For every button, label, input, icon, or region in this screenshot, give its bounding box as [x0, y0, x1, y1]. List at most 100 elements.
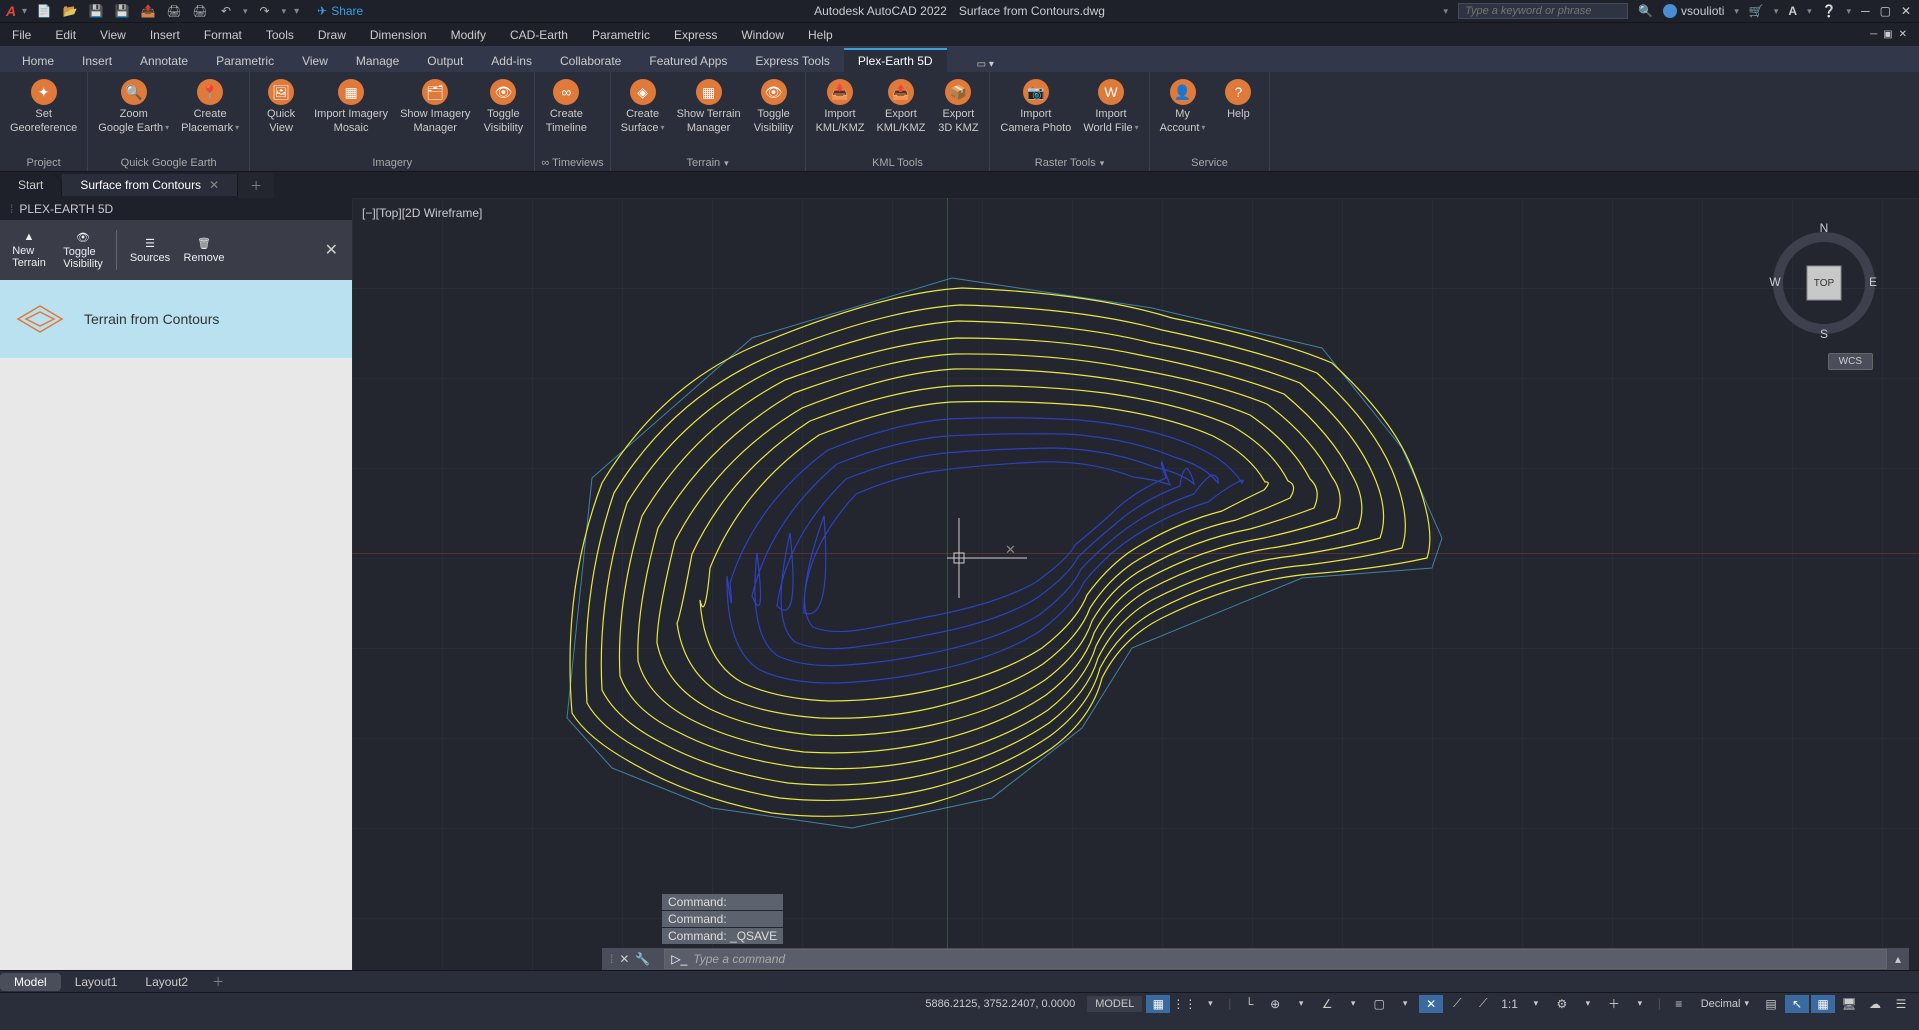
ribbon-button[interactable]: 👁Toggle Visibility	[749, 76, 799, 155]
maximize-button[interactable]: ▢	[1880, 4, 1891, 18]
viewcube[interactable]: TOP N S W E	[1769, 218, 1879, 368]
drawing-canvas[interactable]: [−][Top][2D Wireframe]	[352, 198, 1919, 970]
menu-file[interactable]: File	[12, 28, 31, 42]
grip-icon[interactable]: ⁞	[610, 952, 613, 966]
monitor-icon[interactable]: 🖥	[1837, 995, 1861, 1013]
ribbon-button[interactable]: ◈Create Surface	[617, 76, 669, 155]
chevron-down-icon[interactable]: ▾	[1341, 995, 1365, 1013]
menu-view[interactable]: View	[100, 28, 126, 42]
cmd-dropdown[interactable]: ▴	[1887, 952, 1909, 966]
dyn-icon[interactable]: ⟋	[1471, 995, 1495, 1013]
units-dropdown[interactable]: Decimal ▾	[1693, 998, 1757, 1010]
polar-icon[interactable]: ⊕	[1263, 995, 1287, 1013]
menu-draw[interactable]: Draw	[318, 28, 346, 42]
terrain-item[interactable]: Terrain from Contours	[0, 280, 352, 358]
cart-icon[interactable]: 🛒	[1749, 4, 1764, 18]
menu-icon[interactable]: ☰	[1889, 995, 1913, 1013]
grid-icon[interactable]: ▦	[1146, 995, 1170, 1013]
new-file-tab[interactable]: ＋	[238, 173, 274, 198]
tab-express[interactable]: Express Tools	[741, 50, 843, 72]
tab-manage[interactable]: Manage	[342, 50, 413, 72]
viewport-label[interactable]: [−][Top][2D Wireframe]	[362, 206, 482, 220]
layout-tab-1[interactable]: Layout1	[61, 973, 132, 991]
help-icon[interactable]: ❔	[1822, 4, 1837, 18]
plus-icon[interactable]: ＋	[1602, 995, 1626, 1013]
layout-tab-model[interactable]: Model	[0, 973, 61, 991]
print2-icon[interactable]: 🖨	[191, 2, 209, 20]
chevron-down-icon[interactable]: ▾	[1393, 995, 1417, 1013]
file-tab-start[interactable]: Start	[0, 174, 62, 196]
search-icon[interactable]: 🔍	[1638, 4, 1653, 18]
sources-button[interactable]: ☰ Sources	[129, 237, 171, 264]
close-button[interactable]: ✕	[1901, 4, 1911, 18]
ribbon-button[interactable]: 👁Toggle Visibility	[478, 76, 528, 155]
search-input[interactable]	[1458, 3, 1628, 19]
otrack-icon[interactable]: ▢	[1367, 995, 1391, 1013]
panel-close-button[interactable]: ✕	[325, 240, 344, 260]
minimize-button[interactable]: ─	[1861, 4, 1870, 18]
ribbon-button[interactable]: 🖼Quick View	[256, 76, 306, 155]
web-icon[interactable]: 📤	[139, 2, 157, 20]
ribbon-button[interactable]: WImport World File	[1079, 76, 1142, 155]
new-icon[interactable]: 📄	[35, 2, 53, 20]
save-icon[interactable]: 💾	[87, 2, 105, 20]
menu-dimension[interactable]: Dimension	[370, 28, 427, 42]
app-icon[interactable]: A	[1788, 4, 1797, 18]
chevron-down-icon[interactable]: ▾	[1576, 995, 1600, 1013]
selection-icon[interactable]: ▦	[1811, 995, 1835, 1013]
menu-edit[interactable]: Edit	[55, 28, 76, 42]
close-icon[interactable]: ✕	[209, 178, 219, 192]
menu-window[interactable]: Window	[741, 28, 784, 42]
add-layout-button[interactable]: ＋	[202, 971, 234, 992]
new-terrain-button[interactable]: ▲ New Terrain	[8, 231, 50, 269]
chevron-down-icon[interactable]: ▾	[1289, 995, 1313, 1013]
ribbon-button[interactable]: 🗂Show Imagery Manager	[396, 76, 474, 155]
ribbon-button[interactable]: 👤My Account	[1156, 76, 1210, 155]
ribbon-button[interactable]: ?Help	[1213, 76, 1263, 155]
doc-close-button[interactable]: ✕	[1899, 29, 1907, 40]
tab-home[interactable]: Home	[8, 50, 68, 72]
iso-icon[interactable]: ⟋	[1445, 995, 1469, 1013]
cmd-close-icon[interactable]: ✕	[619, 952, 629, 966]
menu-cadearth[interactable]: CAD-Earth	[510, 28, 568, 42]
open-icon[interactable]: 📂	[61, 2, 79, 20]
undo-icon[interactable]: ↶	[217, 2, 235, 20]
ribbon-button[interactable]: 📥Import KML/KMZ	[812, 76, 869, 155]
menu-parametric[interactable]: Parametric	[592, 28, 650, 42]
share-button[interactable]: ✈ Share	[317, 4, 363, 18]
menu-express[interactable]: Express	[674, 28, 717, 42]
ribbon-button[interactable]: 📍Create Placemark	[177, 76, 243, 155]
tab-view[interactable]: View	[288, 50, 342, 72]
ribbon-button[interactable]: ∞Create Timeline	[541, 76, 591, 155]
menu-tools[interactable]: Tools	[266, 28, 294, 42]
doc-minimize-button[interactable]: ─	[1870, 29, 1877, 40]
scale-label[interactable]: 1:1	[1497, 995, 1522, 1013]
file-tab-doc[interactable]: Surface from Contours ✕	[62, 174, 238, 196]
lwt-icon[interactable]: ✕	[1419, 995, 1443, 1013]
saveas-icon[interactable]: 💾	[113, 2, 131, 20]
lineweight-icon[interactable]: ≡	[1667, 995, 1691, 1013]
menu-modify[interactable]: Modify	[451, 28, 486, 42]
ribbon-button[interactable]: 📷Import Camera Photo	[996, 76, 1075, 155]
snap-icon[interactable]: ⋮⋮	[1172, 995, 1196, 1013]
tab-insert[interactable]: Insert	[68, 50, 126, 72]
chevron-down-icon[interactable]: ▾	[1628, 995, 1652, 1013]
redo-icon[interactable]: ↷	[256, 2, 274, 20]
ribbon-button[interactable]: 📦Export 3D KMZ	[933, 76, 983, 155]
print-icon[interactable]: 🖨	[165, 2, 183, 20]
chevron-down-icon[interactable]: ▾	[1198, 995, 1222, 1013]
ribbon-button[interactable]: ✦Set Georeference	[6, 76, 81, 155]
osnap-icon[interactable]: ∠	[1315, 995, 1339, 1013]
menu-insert[interactable]: Insert	[150, 28, 180, 42]
remove-button[interactable]: 🗑 Remove	[183, 237, 225, 264]
chevron-down-icon[interactable]: ▾	[1524, 995, 1548, 1013]
ribbon-button[interactable]: ▦Import Imagery Mosaic	[310, 76, 392, 155]
mode-button[interactable]: MODEL	[1087, 996, 1142, 1012]
tab-plexearth[interactable]: Plex-Earth 5D	[844, 48, 947, 72]
menu-help[interactable]: Help	[808, 28, 833, 42]
ribbon-button[interactable]: 📤Export KML/KMZ	[872, 76, 929, 155]
gear-icon[interactable]: ⚙	[1550, 995, 1574, 1013]
wrench-icon[interactable]: 🔧	[635, 952, 650, 966]
tab-annotate[interactable]: Annotate	[126, 50, 202, 72]
ribbon-toggle[interactable]: ▭ ▾	[967, 57, 1004, 72]
